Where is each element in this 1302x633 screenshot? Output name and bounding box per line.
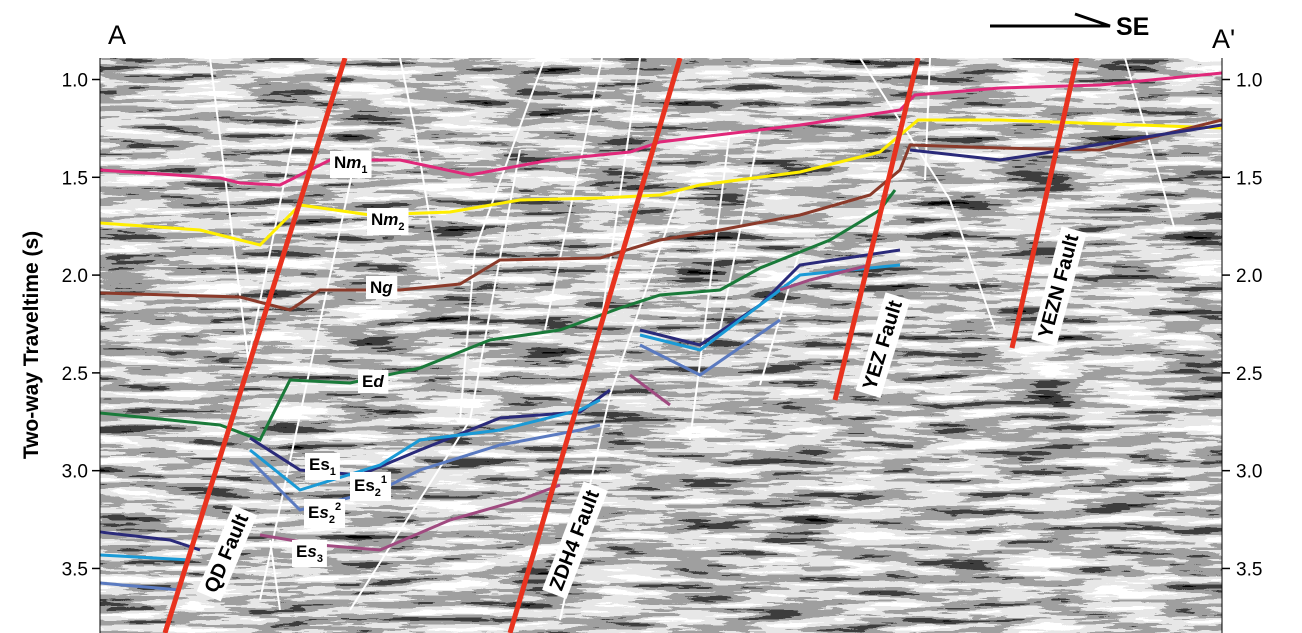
minor-fault [209,58,1176,621]
label-part: E [362,372,373,391]
label-box [196,505,258,602]
label-part: 1 [361,164,367,176]
y-tick-label: 1.0 [62,71,88,92]
horizon-line [100,123,1222,552]
interpretation [100,58,1222,633]
y-tick-label: 1.5 [62,168,88,189]
horizon-label: Nm1 [330,151,372,178]
label-part: Es [354,476,375,495]
label-box [367,208,409,235]
section-end-label: A [108,20,126,50]
y-tick-label: 2.5 [1236,364,1262,385]
label-box [542,481,608,599]
label-part: 1 [381,474,387,486]
y-tick-label: 3.0 [1236,462,1262,483]
horizon-name: Es3 [296,542,323,565]
label-part: g [381,278,393,297]
label-box [330,151,372,178]
label-box [358,370,389,393]
horizon-label: Es22 [304,499,346,528]
horizon-name: Nm2 [371,210,405,233]
direction-arrow [990,12,1111,28]
horizon-name: Es21 [354,474,387,499]
section-end-label: A' [1212,24,1235,54]
label-box [350,472,392,501]
y-tick-label: 2.0 [62,266,88,287]
direction-label: SE [1116,13,1149,41]
horizon-label: Ed [358,370,389,393]
label-box [305,453,340,480]
horizon-label: Es21 [350,472,392,501]
label-box [855,292,911,398]
horizon-label: Ng [366,276,398,299]
label-part: s [319,503,328,522]
label-part: 1 [330,466,336,478]
label-part: s [307,542,316,561]
label-part: Es [309,455,330,474]
label-part: N [371,210,383,229]
label-part: 2 [398,221,404,233]
label-box [304,499,346,528]
y-tick-label: 3.5 [1236,559,1262,580]
label-part: N [334,153,346,172]
seismic-image [100,58,1222,633]
y-tick-label: 1.5 [1236,168,1262,189]
label-box [1031,226,1087,346]
label-box [366,276,398,299]
label-part: 3 [317,553,323,565]
label-box [292,540,327,567]
label-part: d [373,372,384,391]
label-part: N [370,278,382,297]
horizon-line [100,318,781,592]
y-tick-label: 3.5 [62,559,88,580]
horizon-line [100,118,1222,247]
horizon-line [100,189,897,442]
y-tick-label: 3.0 [62,462,88,483]
horizon-name: Ng [370,278,393,297]
horizon-name: Es22 [308,501,341,526]
label-part: 2 [335,501,341,513]
horizon-label: Es1 [305,453,340,480]
label-part: 2 [375,487,381,499]
y-tick-label: 1.0 [1236,71,1262,92]
main-fault [162,58,1080,633]
horizon-name: Ed [362,372,384,391]
horizon-line [100,118,1222,312]
label-part: m [346,153,361,172]
label-part: 2 [329,514,335,526]
label-part: E [308,503,319,522]
y-axis-title: Two-way Traveltime (s) [20,231,43,459]
y-tick-label: 2.0 [1236,266,1262,287]
label-part: E [296,542,307,561]
horizon-label: Es3 [292,540,327,567]
horizon-name: Es1 [309,455,336,478]
horizon-label: Nm2 [367,208,409,235]
horizon-name: Nm1 [334,153,368,176]
horizon-line [100,71,1222,187]
y-tick-label: 2.5 [62,364,88,385]
label-part: m [383,210,398,229]
